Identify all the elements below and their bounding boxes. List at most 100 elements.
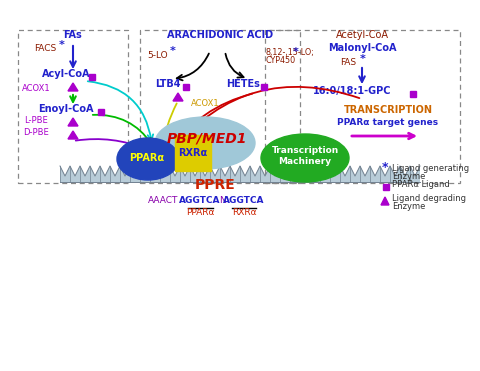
Text: Acetyl-CoA: Acetyl-CoA (336, 30, 388, 40)
Text: PPARα Ligand: PPARα Ligand (392, 180, 450, 189)
Bar (183, 84, 189, 90)
Polygon shape (135, 166, 140, 182)
Text: Ligand degrading: Ligand degrading (392, 194, 466, 203)
Polygon shape (285, 166, 290, 182)
Polygon shape (68, 83, 78, 91)
Text: PPARα: PPARα (130, 153, 165, 163)
Text: PPARα target genes: PPARα target genes (337, 118, 439, 127)
Polygon shape (180, 166, 185, 182)
Bar (140, 30, 300, 183)
Polygon shape (173, 93, 183, 101)
Polygon shape (235, 166, 240, 182)
Polygon shape (365, 166, 370, 182)
Polygon shape (405, 166, 410, 182)
Text: *: * (360, 54, 366, 64)
Polygon shape (200, 166, 205, 182)
Polygon shape (115, 166, 120, 182)
Polygon shape (370, 166, 375, 182)
Polygon shape (315, 166, 320, 182)
Polygon shape (185, 166, 190, 182)
Polygon shape (205, 166, 210, 182)
Polygon shape (330, 166, 335, 182)
Text: RXRα: RXRα (179, 148, 208, 158)
Text: *: * (59, 40, 65, 50)
Polygon shape (380, 166, 385, 182)
Polygon shape (350, 166, 355, 182)
Polygon shape (320, 166, 325, 182)
Polygon shape (400, 166, 405, 182)
Polygon shape (250, 166, 255, 182)
Polygon shape (130, 166, 135, 182)
Bar (89, 74, 95, 80)
Text: N: N (218, 196, 226, 205)
Text: ACOX1: ACOX1 (22, 84, 50, 93)
Bar (410, 91, 416, 97)
Polygon shape (80, 166, 85, 182)
Polygon shape (195, 166, 200, 182)
Text: Enoyl-CoA: Enoyl-CoA (38, 104, 94, 114)
Polygon shape (190, 166, 195, 182)
Polygon shape (95, 166, 100, 182)
Text: AGGTCA: AGGTCA (179, 196, 221, 205)
Polygon shape (395, 166, 400, 182)
Polygon shape (381, 197, 389, 205)
Text: AAACT: AAACT (148, 196, 178, 205)
Bar (18, 30, 128, 183)
Polygon shape (325, 166, 330, 182)
Polygon shape (70, 166, 75, 182)
Polygon shape (410, 166, 415, 182)
Polygon shape (305, 166, 310, 182)
Polygon shape (215, 166, 220, 182)
Text: 16:0/18:1-GPC: 16:0/18:1-GPC (313, 86, 391, 96)
Text: PPARα: PPARα (186, 208, 214, 217)
Text: FACS: FACS (34, 44, 56, 53)
Ellipse shape (155, 117, 255, 169)
Polygon shape (160, 166, 165, 182)
Polygon shape (75, 166, 80, 182)
Polygon shape (230, 166, 235, 182)
Text: AGGTCA: AGGTCA (223, 196, 265, 205)
Text: Acyl-CoA: Acyl-CoA (42, 69, 90, 79)
Polygon shape (145, 166, 150, 182)
Polygon shape (125, 166, 130, 182)
Text: LTB4: LTB4 (155, 79, 181, 89)
Text: *: * (293, 47, 299, 57)
Text: *: * (170, 46, 176, 56)
Polygon shape (355, 166, 360, 182)
Polygon shape (300, 166, 305, 182)
Polygon shape (310, 166, 315, 182)
Polygon shape (390, 166, 395, 182)
Ellipse shape (261, 134, 349, 182)
Text: HETEs: HETEs (226, 79, 260, 89)
Polygon shape (68, 131, 78, 139)
Text: RXRα: RXRα (232, 208, 256, 217)
Polygon shape (290, 166, 295, 182)
Polygon shape (60, 166, 65, 182)
Polygon shape (280, 166, 285, 182)
Polygon shape (295, 166, 300, 182)
Polygon shape (415, 166, 420, 182)
Text: Ligand generating: Ligand generating (392, 164, 469, 173)
Text: ACOX1: ACOX1 (191, 99, 219, 108)
Polygon shape (175, 166, 180, 182)
Polygon shape (340, 166, 345, 182)
Text: Malonyl-CoA: Malonyl-CoA (328, 43, 396, 53)
Polygon shape (140, 166, 145, 182)
Polygon shape (225, 166, 230, 182)
Polygon shape (245, 166, 250, 182)
Polygon shape (65, 166, 70, 182)
Text: PBP/MED1: PBP/MED1 (167, 132, 247, 146)
Polygon shape (270, 166, 275, 182)
Text: 5-LO: 5-LO (148, 51, 168, 60)
Text: FAS: FAS (340, 58, 356, 67)
Polygon shape (90, 166, 95, 182)
Polygon shape (255, 166, 260, 182)
Ellipse shape (117, 138, 179, 180)
Polygon shape (385, 166, 390, 182)
Bar (261, 84, 267, 90)
Text: L-PBE: L-PBE (24, 116, 48, 125)
Polygon shape (240, 166, 245, 182)
Text: PPRE: PPRE (194, 178, 235, 192)
Text: Enzyme: Enzyme (392, 202, 425, 211)
Polygon shape (335, 166, 340, 182)
